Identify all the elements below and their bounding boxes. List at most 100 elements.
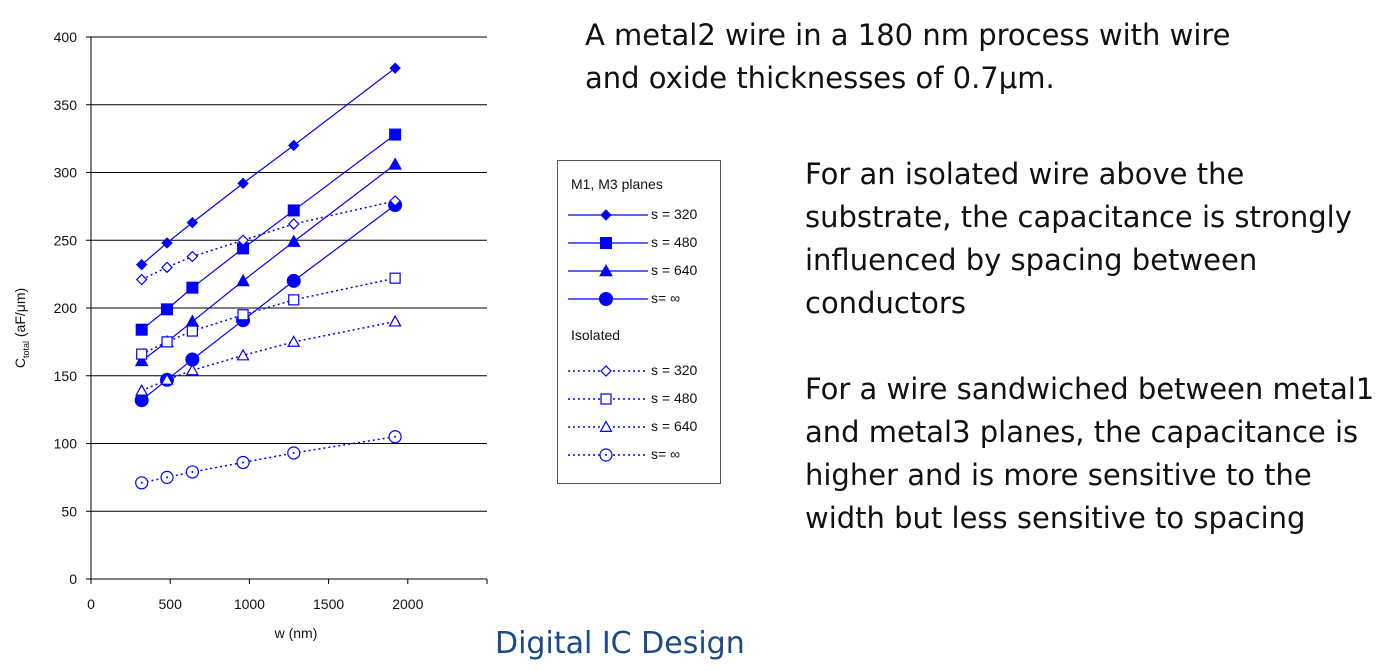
- data-point: [236, 348, 250, 361]
- data-point: [286, 273, 301, 288]
- x-tick-label: 500: [159, 596, 183, 612]
- x-tick-label: 1000: [234, 596, 265, 612]
- y-tick-label: 400: [54, 29, 78, 45]
- isolated-wire-paragraph: For an isolated wire above the substrate…: [805, 153, 1352, 325]
- legend-marker: [600, 365, 612, 377]
- legend-marker: [600, 237, 612, 249]
- legend-swatch: [568, 365, 648, 377]
- data-point: [186, 325, 198, 337]
- data-point: [161, 336, 173, 348]
- data-point-dot: [394, 435, 397, 438]
- data-point: [160, 373, 174, 385]
- y-tick-label: 150: [54, 368, 78, 384]
- y-tick-label: 100: [54, 436, 78, 452]
- legend-marker: [599, 420, 613, 432]
- gridlines: [91, 36, 487, 512]
- legend-swatch: [568, 420, 648, 432]
- paragraph-line: For an isolated wire above the: [805, 157, 1245, 191]
- legend-swatch: [568, 292, 648, 306]
- legend-label: s = 480: [651, 234, 698, 250]
- y-tick-label: 300: [54, 165, 78, 181]
- legend-marker: [599, 263, 613, 277]
- data-point-dot: [242, 461, 245, 464]
- legend-label: s = 640: [651, 262, 698, 278]
- series-isolated-triangle: [135, 314, 402, 396]
- data-point: [287, 204, 300, 217]
- series-line: [141, 67, 396, 266]
- series-planes-square: [135, 128, 402, 336]
- data-point: [388, 314, 402, 327]
- data-point: [236, 273, 250, 287]
- data-point: [287, 218, 300, 230]
- data-point: [161, 303, 174, 316]
- data-point: [237, 234, 249, 247]
- legend-swatch: [568, 209, 648, 221]
- y-tick-label: 50: [61, 503, 77, 519]
- data-point: [286, 234, 301, 247]
- x-tick-label: 0: [87, 596, 95, 612]
- data-point: [135, 258, 148, 271]
- paragraph-line: and metal3 planes, the capacitance is: [805, 415, 1359, 449]
- paragraph-line: substrate, the capacitance is strongly: [805, 200, 1352, 234]
- legend-marker: [600, 393, 612, 405]
- series-isolated-circle: [135, 430, 402, 490]
- legend-item: s = 480: [566, 232, 716, 254]
- data-point: [389, 195, 401, 207]
- legend-marker: [600, 209, 612, 221]
- y-tick-label: 350: [54, 97, 78, 113]
- paragraph-line: higher and is more sensitive to the: [805, 458, 1312, 492]
- legend-item: s = 480: [566, 388, 716, 410]
- legend-item: s = 640: [566, 260, 716, 282]
- y-axis-label-main: C: [12, 358, 28, 368]
- paragraph-line: width but less sensitive to spacing: [805, 501, 1306, 535]
- data-point: [389, 272, 401, 284]
- x-tick-label: 2000: [392, 596, 423, 612]
- legend-item: s = 320: [566, 204, 716, 226]
- series-isolated-square: [136, 272, 401, 360]
- data-point: [186, 216, 199, 229]
- legend-swatch: [568, 448, 648, 462]
- x-axis-label: w (nm): [274, 625, 318, 641]
- legend-label: s= ∞: [651, 290, 681, 306]
- data-point: [161, 261, 173, 274]
- data-point: [134, 353, 149, 367]
- data-point: [186, 281, 199, 294]
- legend-swatch: [568, 237, 648, 249]
- legend-label: s = 480: [651, 390, 698, 406]
- data-point: [237, 177, 249, 190]
- legend-group-isolated: Isolated: [571, 327, 621, 343]
- data-point: [185, 314, 200, 327]
- chart-legend: M1, M3 planes Isolated s = 320 s = 480 s = 6…: [557, 160, 721, 484]
- legend-marker-dot: [605, 454, 607, 456]
- paragraph-line: conductors: [805, 286, 966, 320]
- data-point: [389, 128, 402, 141]
- series-line: [141, 204, 396, 401]
- y-axis-label-subscript: total: [21, 341, 31, 358]
- data-point-dot: [292, 451, 295, 454]
- sandwiched-wire-paragraph: For a wire sandwiched between metal1 and…: [805, 368, 1374, 540]
- legend-label: s = 640: [651, 418, 698, 434]
- y-axis-label-unit: (aF/μm): [12, 288, 28, 341]
- data-point: [287, 335, 301, 347]
- series-isolated-diamond: [135, 195, 401, 286]
- y-axis-label: Ctotal (aF/μm): [12, 288, 31, 368]
- legend-item: s = 640: [566, 416, 716, 438]
- data-point: [135, 273, 148, 286]
- legend-marker: [599, 292, 613, 306]
- data-point: [237, 309, 249, 321]
- data-point: [389, 62, 401, 74]
- legend-group-planes: M1, M3 planes: [571, 176, 663, 192]
- y-tick-label: 250: [54, 232, 78, 248]
- data-point: [161, 237, 173, 249]
- capacitance-chart: 0 50 100 150 200 250 300 350 400 0 500 1000 1500 2000…: [12, 29, 488, 641]
- data-point-dot: [191, 470, 194, 473]
- paragraph-line: influenced by spacing between: [805, 243, 1258, 277]
- x-tick-label: 1500: [313, 596, 344, 612]
- data-point: [135, 323, 148, 336]
- data-point-dot: [140, 481, 143, 484]
- data-point: [288, 294, 300, 306]
- series-line: [141, 320, 396, 392]
- series-planes-diamond: [135, 62, 401, 271]
- legend-swatch: [568, 263, 648, 277]
- title-line: A metal2 wire in a 180 nm process with w…: [585, 18, 1231, 52]
